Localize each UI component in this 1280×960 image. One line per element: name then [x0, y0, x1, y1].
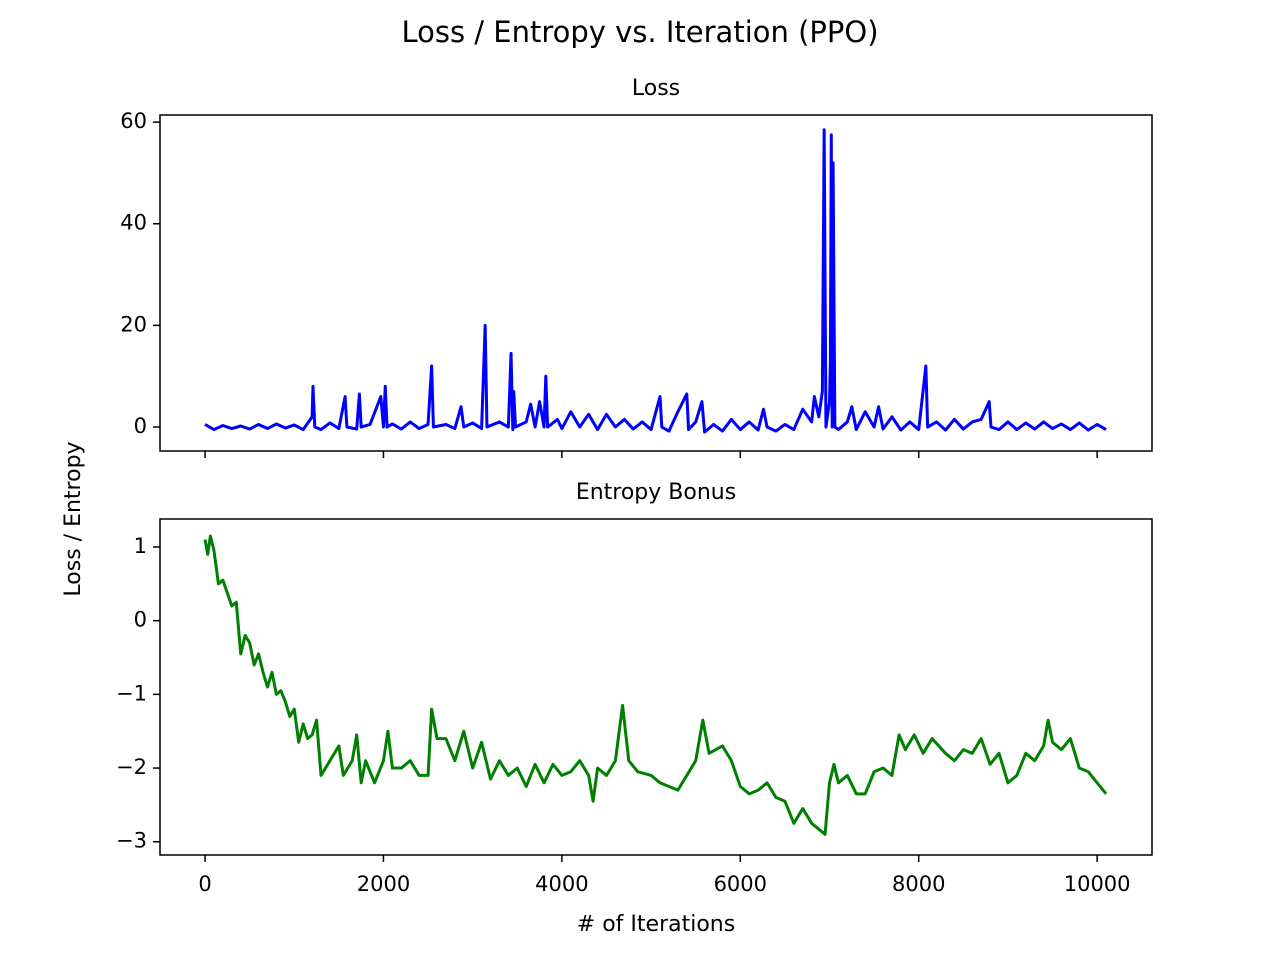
x-tick-label: 0 — [198, 872, 211, 896]
x-tick-label: 2000 — [357, 872, 410, 896]
x-tick-label: 8000 — [892, 872, 945, 896]
plot-frame — [159, 518, 1153, 856]
y-tick-label: 40 — [120, 211, 147, 235]
subplot-title: Entropy Bonus — [576, 480, 736, 505]
x-tick-label: 6000 — [714, 872, 767, 896]
y-tick-label: −1 — [116, 681, 147, 705]
x-axis-label: # of Iterations — [577, 912, 735, 937]
subplot-title: Loss — [632, 76, 680, 101]
y-tick-label: 1 — [134, 534, 147, 558]
x-tick-label: 10000 — [1064, 872, 1131, 896]
y-tick-label: 60 — [120, 109, 147, 133]
y-tick-label: 0 — [134, 608, 147, 632]
y-tick-label: −2 — [116, 755, 147, 779]
data-line — [203, 534, 1108, 836]
y-tick-label: 20 — [120, 312, 147, 336]
plot-frame — [159, 114, 1153, 452]
y-tick-label: 0 — [134, 414, 147, 438]
y-axis-label: Loss / Entropy — [61, 441, 86, 596]
x-tick-label: 4000 — [535, 872, 588, 896]
data-line — [204, 128, 1107, 434]
y-tick-label: −3 — [116, 829, 147, 853]
figure-title: Loss / Entropy vs. Iteration (PPO) — [401, 15, 878, 49]
